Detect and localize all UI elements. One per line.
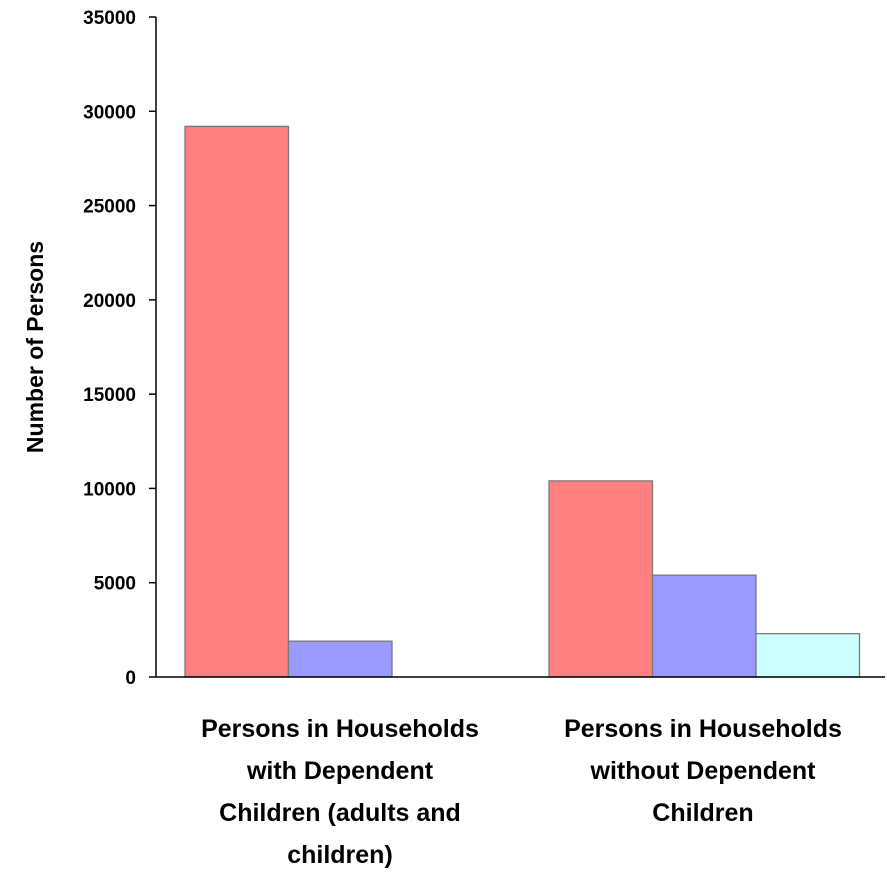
x-category-label-line: Persons in Households <box>564 715 842 743</box>
y-tick-label: 20000 <box>83 291 136 312</box>
y-tick-label: 10000 <box>83 479 136 500</box>
y-axis-ticks: 0 5000 10000 15000 20000 25000 30000 35000 <box>83 8 156 689</box>
y-tick-label: 35000 <box>83 8 136 29</box>
x-category-label-line: without Dependent <box>590 757 817 785</box>
x-category-label-line: with Dependent <box>246 757 434 785</box>
bar <box>548 480 654 678</box>
x-category-label-line: Children (adults and <box>219 799 461 827</box>
y-tick-label: 30000 <box>83 102 136 123</box>
bar <box>184 125 290 678</box>
y-tick-label: 25000 <box>83 197 136 218</box>
bar <box>755 632 861 678</box>
x-category-label-line: Children <box>652 799 753 827</box>
category-labels: Persons in Households with Dependent Child… <box>201 715 842 869</box>
y-axis-title: Number of Persons <box>22 241 48 453</box>
y-tick-label: 0 <box>125 668 136 689</box>
x-category-label: Persons in Households with Dependent Child… <box>201 715 479 869</box>
y-tick-label: 15000 <box>83 385 136 406</box>
bars <box>184 125 861 678</box>
x-category-label-line: Persons in Households <box>201 715 479 743</box>
x-category-label-line: children) <box>287 841 393 869</box>
y-tick-label: 5000 <box>94 574 136 595</box>
x-category-label: Persons in Households without Dependent Ch… <box>564 715 842 827</box>
bar <box>287 640 393 678</box>
bar <box>651 574 757 678</box>
